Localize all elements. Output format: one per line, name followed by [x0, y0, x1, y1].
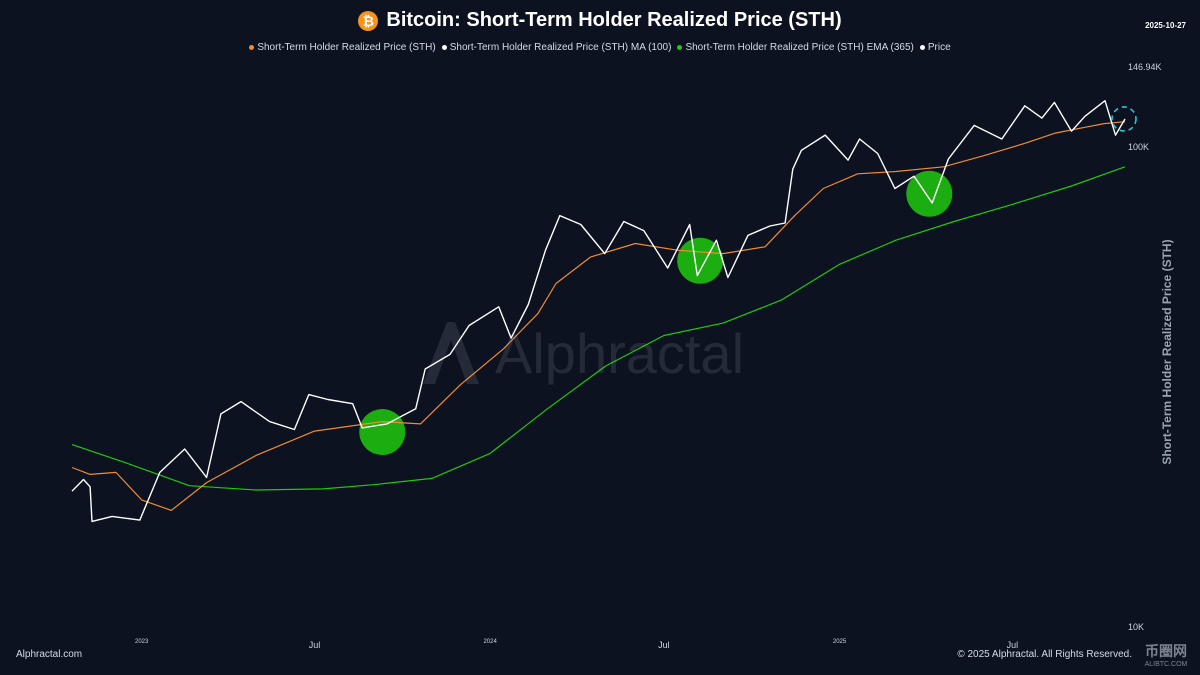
- chart-series: [71, 99, 1126, 523]
- legend-label: Short-Term Holder Realized Price (STH): [257, 42, 436, 53]
- legend-label: Short-Term Holder Realized Price (STH) E…: [685, 42, 914, 53]
- series-line-3: [71, 99, 1126, 523]
- x-tick-label-6: Jul: [1007, 640, 1019, 650]
- legend-label: Price: [927, 42, 951, 53]
- y-axis-title: Short-Term Holder Realized Price (STH): [1160, 239, 1174, 465]
- chart-title: Bitcoin: Short-Term Holder Realized Pric…: [386, 9, 842, 31]
- current-price-marker-group: [1111, 106, 1137, 132]
- highlight-circle-1: [359, 408, 406, 455]
- y-tick-label-2: 100K: [1128, 142, 1149, 152]
- corner-logo: 币圈网 ALIBTC.COM: [1138, 638, 1194, 670]
- watermark-text: Alphractal: [495, 321, 745, 385]
- corner-logo-en: ALIBTC.COM: [1144, 660, 1188, 668]
- y-axis: 146.94K 100K 10K: [1128, 62, 1162, 632]
- legend-label: Short-Term Holder Realized Price (STH) M…: [449, 42, 672, 53]
- y-tick-label-3: 10K: [1128, 622, 1144, 632]
- x-tick-label-3: 2024: [483, 639, 497, 645]
- chart-header: ₿ Bitcoin: Short-Term Holder Realized Pr…: [0, 9, 1200, 32]
- x-tick-label-2: Jul: [309, 640, 321, 650]
- corner-logo-cn: 币圈网: [1145, 642, 1187, 659]
- legend-item-sth-ma[interactable]: Short-Term Holder Realized Price (STH) M…: [441, 42, 672, 53]
- x-axis: 2023 Jul 2024 Jul 2025 Jul: [135, 639, 1018, 650]
- x-tick-label-1: 2023: [135, 639, 149, 645]
- highlight-circle-3: [906, 170, 953, 217]
- alphractal-logo-icon: [423, 322, 479, 384]
- footer-copyright: © 2025 Alphractal. All Rights Reserved.: [957, 649, 1132, 660]
- watermark: Alphractal: [415, 318, 744, 388]
- legend-dot: [919, 45, 925, 50]
- y-tick-label-1: 146.94K: [1128, 62, 1162, 72]
- legend-dot: [249, 45, 255, 50]
- bitcoin-icon: ₿: [358, 10, 379, 31]
- legend-dot: [441, 45, 447, 50]
- legend-item-price[interactable]: Price: [919, 42, 951, 53]
- x-tick-label-5: 2025: [833, 639, 847, 645]
- legend-item-sth[interactable]: Short-Term Holder Realized Price (STH): [249, 42, 436, 53]
- series-line-1: [71, 166, 1126, 491]
- legend-item-sth-ema[interactable]: Short-Term Holder Realized Price (STH) E…: [677, 42, 914, 53]
- series-line-2: [71, 121, 1126, 511]
- date-stamp: 2025-10-27: [1145, 21, 1186, 30]
- highlight-markers: [359, 170, 953, 455]
- footer-site-link[interactable]: Alphractal.com: [16, 649, 83, 660]
- highlight-circle-2: [677, 237, 724, 284]
- current-price-marker: [1111, 106, 1137, 132]
- legend-dot: [677, 45, 683, 50]
- legend: Short-Term Holder Realized Price (STH) S…: [0, 42, 1200, 53]
- x-tick-label-4: Jul: [658, 640, 670, 650]
